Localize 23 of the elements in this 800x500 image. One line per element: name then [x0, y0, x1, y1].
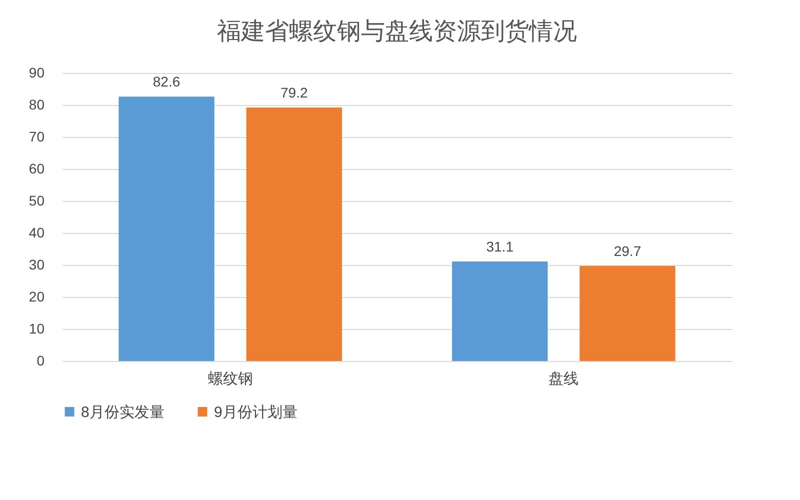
- x-tick-label: 螺纹钢: [208, 370, 253, 388]
- y-tick-label: 50: [28, 192, 45, 208]
- legend-label: 9月份计划量: [214, 404, 298, 421]
- data-label: 31.1: [486, 238, 514, 254]
- chart-title: 福建省螺纹钢与盘线资源到货情况: [217, 18, 577, 45]
- legend-label: 8月份实发量: [81, 404, 164, 421]
- y-tick-label: 20: [28, 288, 45, 304]
- bar: [246, 108, 342, 361]
- y-tick-label: 0: [36, 352, 45, 368]
- bar: [452, 261, 548, 361]
- y-tick-label: 80: [28, 96, 45, 112]
- data-label: 82.6: [152, 74, 180, 90]
- y-tick-label: 30: [28, 256, 45, 272]
- y-tick-label: 70: [28, 128, 45, 144]
- data-label: 79.2: [280, 84, 308, 101]
- bar: [118, 96, 214, 361]
- bar: [580, 266, 676, 361]
- x-tick-label: 盘线: [548, 370, 579, 388]
- y-tick-label: 90: [28, 64, 45, 80]
- y-tick-label: 60: [28, 160, 45, 176]
- data-label: 29.7: [614, 242, 642, 259]
- y-tick-label: 10: [28, 320, 45, 336]
- y-tick-label: 40: [28, 224, 45, 240]
